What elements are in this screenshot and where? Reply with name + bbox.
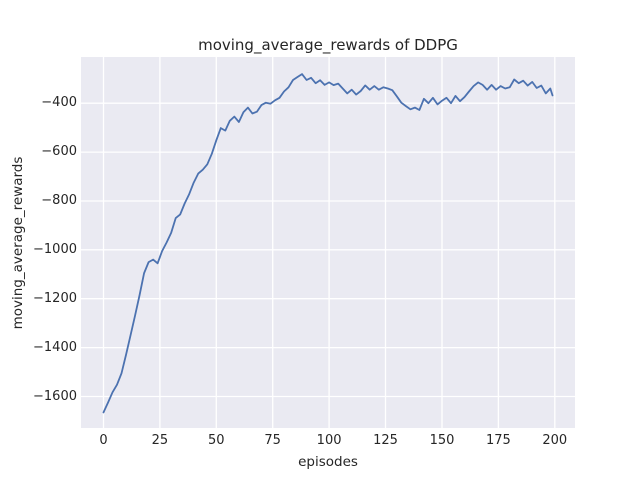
y-tick-label: −1600 — [33, 388, 77, 404]
y-tick-label: −1400 — [33, 339, 77, 355]
series-line — [102, 73, 554, 414]
plot-area — [81, 57, 575, 428]
x-tick-label: 125 — [373, 433, 398, 448]
x-tick-label: 200 — [542, 433, 568, 448]
x-axis-label: episodes — [298, 454, 358, 470]
x-tick-label: 75 — [264, 433, 281, 448]
x-tick-label: 175 — [485, 433, 511, 448]
y-tick-label: −1200 — [33, 290, 77, 306]
x-tick-label: 150 — [429, 433, 455, 448]
x-tick-label: 100 — [316, 433, 342, 448]
y-tick-label: −600 — [41, 144, 77, 160]
y-tick-label: −800 — [41, 193, 77, 208]
x-tick-label: 50 — [208, 433, 225, 448]
y-tick-label: −1000 — [33, 241, 77, 257]
x-tick-label: 25 — [151, 433, 169, 448]
chart-title: moving_average_rewards of DDPG — [198, 36, 458, 54]
y-tick-label: −400 — [41, 95, 77, 111]
x-tick-label: 0 — [99, 433, 108, 448]
